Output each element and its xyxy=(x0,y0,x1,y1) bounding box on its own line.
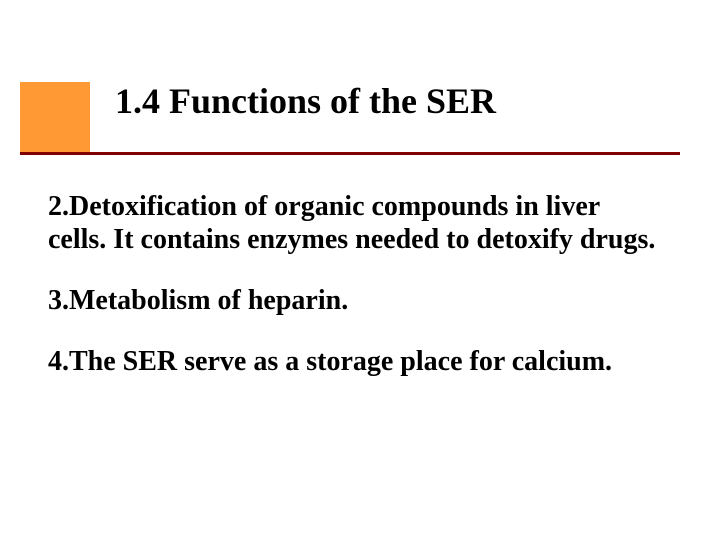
body-text: 2.Detoxification of organic compounds in… xyxy=(48,190,658,406)
slide: 1.4 Functions of the SER 2.Detoxificatio… xyxy=(0,0,720,540)
accent-square xyxy=(20,82,90,152)
body-paragraph: 3.Metabolism of heparin. xyxy=(48,284,658,317)
slide-title: 1.4 Functions of the SER xyxy=(115,82,720,128)
body-paragraph: 4.The SER serve as a storage place for c… xyxy=(48,345,658,378)
body-paragraph: 2.Detoxification of organic compounds in… xyxy=(48,190,658,256)
title-underline xyxy=(20,152,680,155)
title-block: 1.4 Functions of the SER xyxy=(0,82,720,128)
